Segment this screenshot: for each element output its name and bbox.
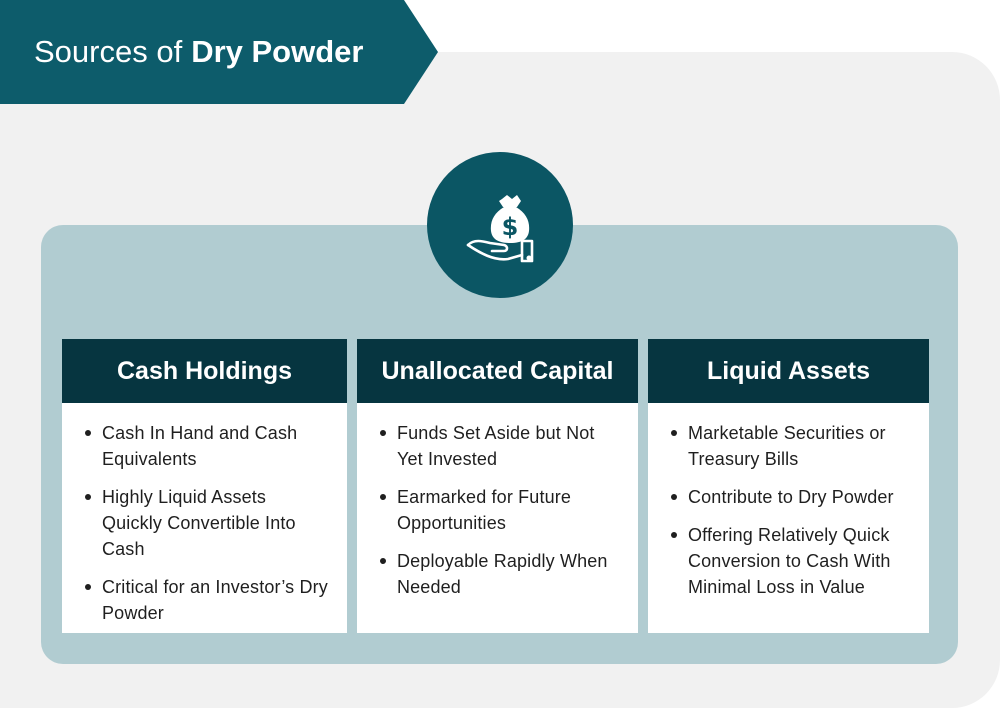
list-item: Critical for an Investor’s Dry Powder (84, 574, 331, 626)
list-item: Offering Relatively Quick Conversion to … (670, 522, 913, 600)
column-heading: Cash Holdings (62, 339, 347, 403)
title-banner: Sources of Dry Powder (0, 0, 438, 104)
list-item: Funds Set Aside but Not Yet Invested (379, 420, 622, 472)
column-cash-holdings: Cash Holdings Cash In Hand and Cash Equi… (62, 339, 347, 633)
column-list: Marketable Securities or Treasury Bills … (648, 403, 929, 600)
column-list: Cash In Hand and Cash Equivalents Highly… (62, 403, 347, 626)
money-bag-hand-icon: $ (427, 152, 573, 298)
title-bold: Dry Powder (191, 34, 364, 69)
list-item: Earmarked for Future Opportunities (379, 484, 622, 536)
title-prefix: Sources of (34, 34, 183, 69)
list-item: Highly Liquid Assets Quickly Convertible… (84, 484, 331, 562)
column-unallocated-capital: Unallocated Capital Funds Set Aside but … (357, 339, 638, 633)
list-item: Contribute to Dry Powder (670, 484, 913, 510)
list-item: Deployable Rapidly When Needed (379, 548, 622, 600)
list-item: Cash In Hand and Cash Equivalents (84, 420, 331, 472)
list-item: Marketable Securities or Treasury Bills (670, 420, 913, 472)
column-liquid-assets: Liquid Assets Marketable Securities or T… (648, 339, 929, 633)
svg-text:$: $ (502, 213, 519, 241)
column-list: Funds Set Aside but Not Yet Invested Ear… (357, 403, 638, 600)
column-heading: Liquid Assets (648, 339, 929, 403)
column-heading: Unallocated Capital (357, 339, 638, 403)
